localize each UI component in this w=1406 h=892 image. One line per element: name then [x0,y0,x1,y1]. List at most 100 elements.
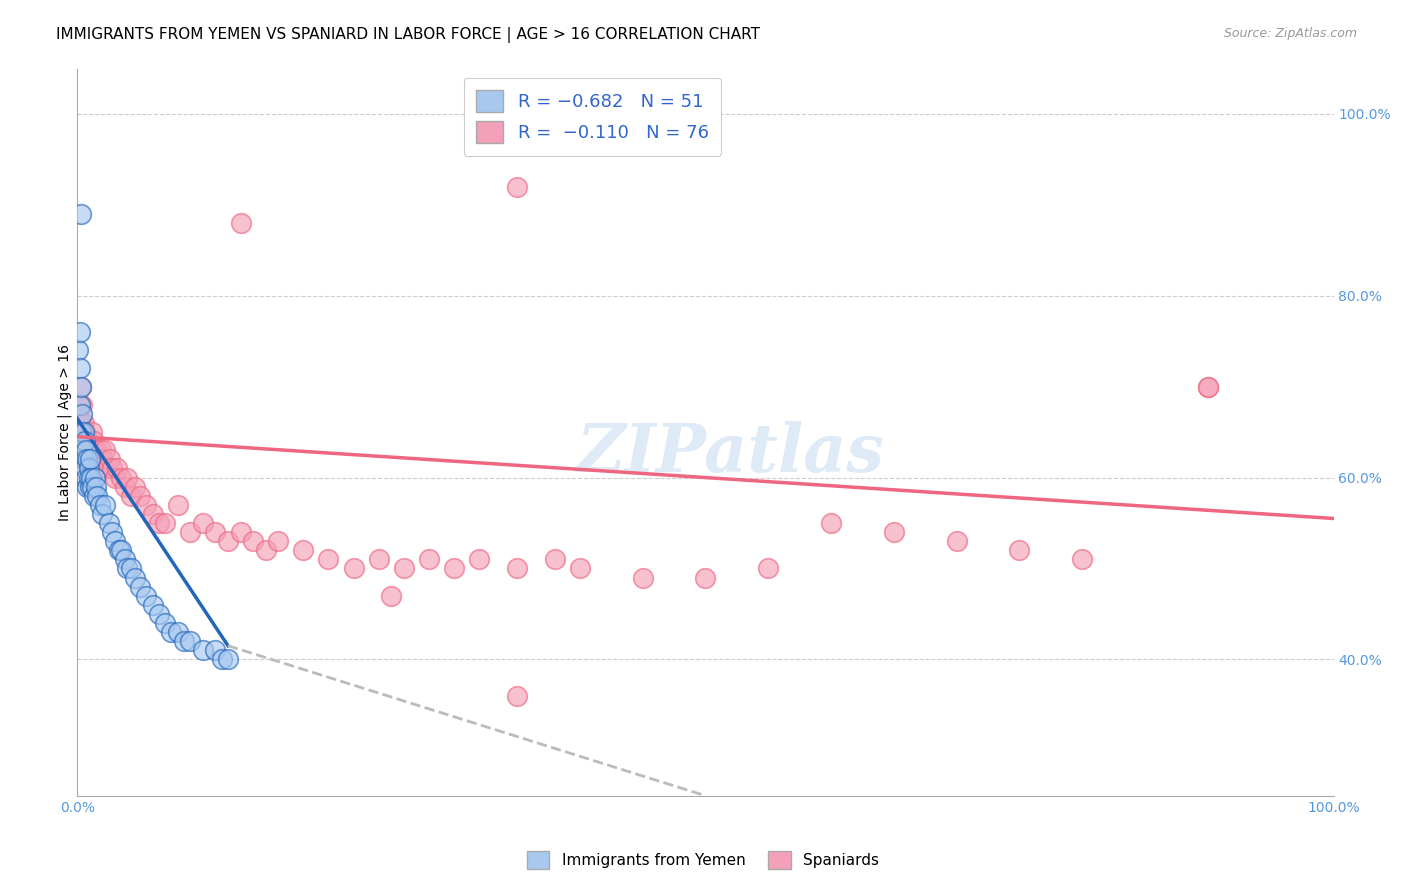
Point [73,425,96,439]
Point [72,434,94,449]
Point [242,534,264,549]
Legend: Immigrants from Yemen, Spaniards: Immigrants from Yemen, Spaniards [520,845,886,875]
Point [110,543,132,558]
Point [883,525,905,540]
Point [343,561,366,575]
Point [254,543,277,558]
Point [945,534,967,549]
Point [506,179,529,194]
Point [91,507,114,521]
Text: ZIPatlas: ZIPatlas [576,421,884,486]
Point [67,343,90,358]
Point [84,480,107,494]
Point [166,498,188,512]
Point [120,561,142,575]
Point [292,543,315,558]
Point [1197,379,1219,393]
Point [72,416,94,430]
Point [129,580,152,594]
Point [124,570,146,584]
Point [96,461,118,475]
Point [86,489,108,503]
Point [267,534,290,549]
Point [82,480,104,494]
Point [77,470,100,484]
Point [73,461,96,475]
Text: IMMIGRANTS FROM YEMEN VS SPANIARD IN LABOR FORCE | AGE > 16 CORRELATION CHART: IMMIGRANTS FROM YEMEN VS SPANIARD IN LAB… [56,27,761,43]
Point [83,443,105,458]
Point [79,480,101,494]
Point [89,498,111,512]
Point [70,379,93,393]
Legend: R = −0.682   N = 51, R =  −0.110   N = 76: R = −0.682 N = 51, R = −0.110 N = 76 [464,78,721,156]
Point [380,589,402,603]
Point [217,534,239,549]
Point [392,561,415,575]
Point [67,407,90,421]
Point [217,652,239,666]
Point [86,443,108,458]
Point [79,452,101,467]
Point [72,425,94,439]
Point [114,480,136,494]
Point [120,489,142,503]
Point [69,425,91,439]
Point [204,643,226,657]
Point [75,434,97,449]
Point [229,216,252,230]
Point [69,325,91,339]
Point [76,480,98,494]
Point [70,425,93,439]
Point [70,416,93,430]
Point [80,452,103,467]
Point [73,434,96,449]
Point [75,443,97,458]
Point [820,516,842,530]
Point [756,561,779,575]
Point [142,598,165,612]
Point [107,461,129,475]
Point [70,207,93,221]
Point [1071,552,1094,566]
Point [69,434,91,449]
Point [91,452,114,467]
Point [80,470,103,484]
Point [69,361,91,376]
Point [367,552,389,566]
Point [568,561,591,575]
Point [72,407,94,421]
Point [124,480,146,494]
Point [97,516,120,530]
Point [173,634,195,648]
Point [1197,379,1219,393]
Point [87,452,110,467]
Point [191,516,214,530]
Point [72,452,94,467]
Point [506,689,529,703]
Point [506,561,529,575]
Point [76,452,98,467]
Point [69,398,91,412]
Point [89,461,111,475]
Point [110,470,132,484]
Point [104,534,127,549]
Point [72,443,94,458]
Point [98,452,121,467]
Point [70,379,93,393]
Point [468,552,491,566]
Point [72,443,94,458]
Point [72,398,94,412]
Point [148,607,170,621]
Point [695,570,717,584]
Point [77,461,100,475]
Point [79,443,101,458]
Point [104,470,127,484]
Point [160,625,183,640]
Point [83,470,105,484]
Point [117,561,139,575]
Point [318,552,340,566]
Point [179,525,201,540]
Point [153,516,176,530]
Point [69,398,91,412]
Point [135,589,157,603]
